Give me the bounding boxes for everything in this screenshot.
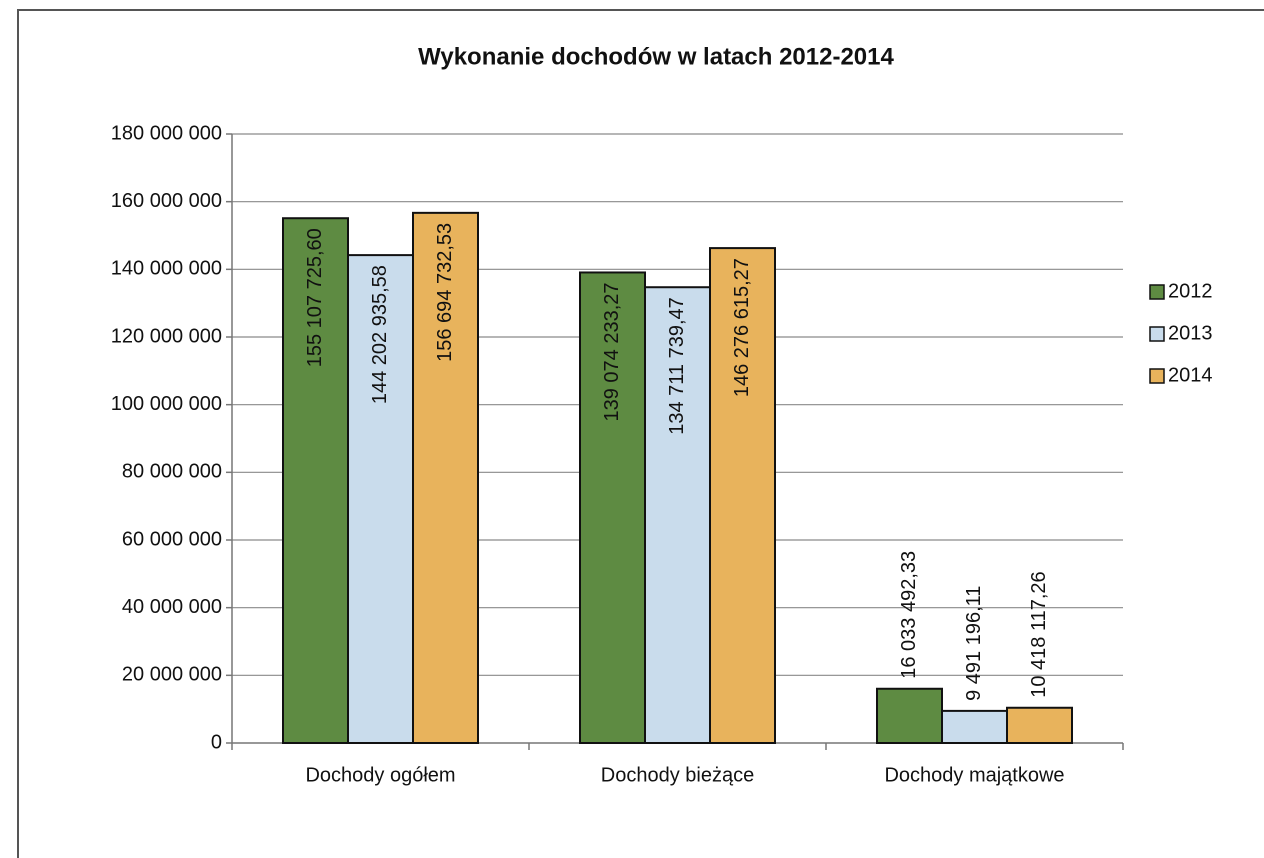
data-label: 9 491 196,11 <box>963 586 985 701</box>
legend-swatch <box>1149 326 1165 342</box>
y-tick-label: 60 000 000 <box>122 528 222 550</box>
legend-swatch <box>1149 368 1165 384</box>
y-tick-label: 140 000 000 <box>111 258 222 280</box>
legend-label: 2012 <box>1168 280 1213 302</box>
y-tick-label: 40 000 000 <box>122 596 222 618</box>
y-tick-label: 180 000 000 <box>111 122 222 144</box>
y-tick-label: 0 <box>211 731 222 753</box>
bar <box>876 687 943 745</box>
data-label: 144 202 935,58 <box>369 265 391 404</box>
x-tick-label: Dochody ogółem <box>305 764 455 786</box>
data-label: 146 276 615,27 <box>731 258 753 397</box>
data-label: 139 074 233,27 <box>601 282 623 421</box>
bar <box>579 271 646 744</box>
x-tick-label: Dochody majątkowe <box>884 764 1064 786</box>
bar <box>941 709 1008 745</box>
data-label: 16 033 492,33 <box>898 551 920 679</box>
y-tick-label: 100 000 000 <box>111 393 222 415</box>
y-tick-label: 80 000 000 <box>122 461 222 483</box>
legend-label: 2014 <box>1168 364 1213 386</box>
x-tick-label: Dochody bieżące <box>601 764 754 786</box>
legend-swatch <box>1149 284 1165 300</box>
data-label: 155 107 725,60 <box>304 228 326 367</box>
bar <box>709 247 776 745</box>
data-label: 156 694 732,53 <box>434 223 456 362</box>
bar <box>1006 706 1073 744</box>
bar <box>412 211 479 744</box>
bar <box>282 217 349 744</box>
y-tick-label: 120 000 000 <box>111 325 222 347</box>
y-tick-label: 160 000 000 <box>111 190 222 212</box>
chart-title: Wykonanie dochodów w latach 2012-2014 <box>418 43 894 70</box>
data-label: 134 711 739,47 <box>666 297 688 435</box>
y-tick-label: 20 000 000 <box>122 664 222 686</box>
legend-label: 2013 <box>1168 322 1213 344</box>
data-label: 10 418 117,26 <box>1028 571 1050 697</box>
